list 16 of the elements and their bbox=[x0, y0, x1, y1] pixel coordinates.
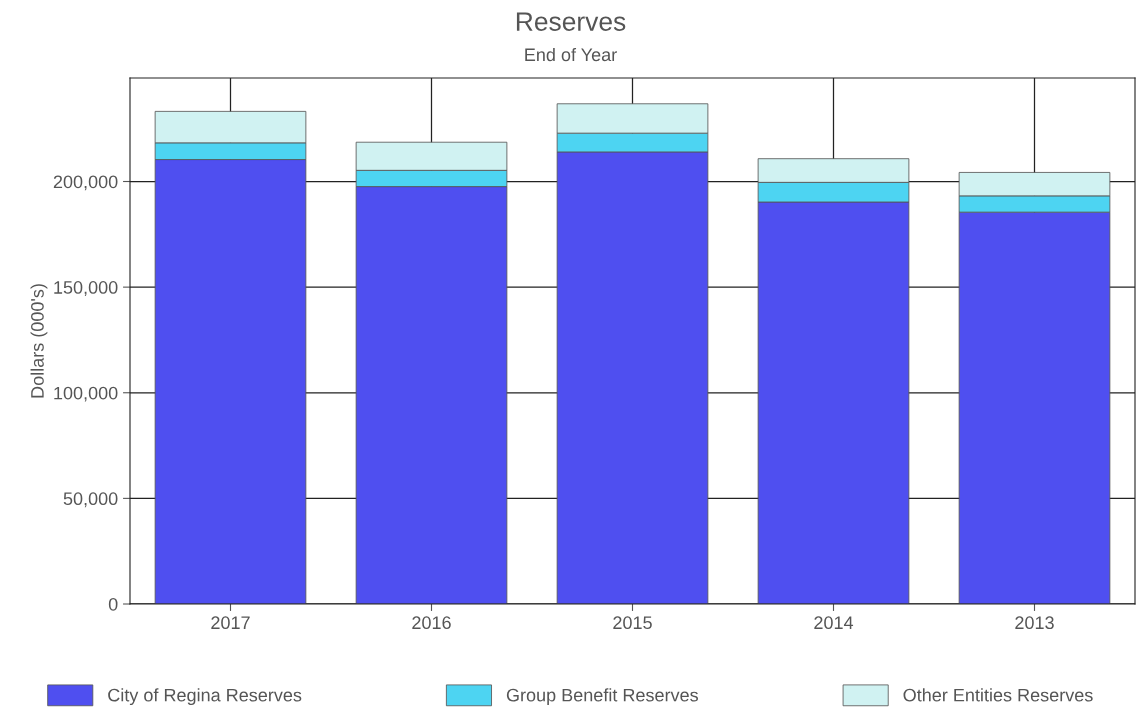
chart-title: Reserves bbox=[516, 12, 626, 31]
legend-label: Group Benefit Reserves bbox=[506, 688, 698, 706]
x-tick-label: 2017 bbox=[211, 616, 250, 630]
y-tick-label: 100,000 bbox=[54, 386, 118, 402]
legend-label: City of Regina Reserves bbox=[108, 688, 302, 706]
y-tick-label: 200,000 bbox=[53, 175, 118, 191]
y-tick-label: 150,000 bbox=[54, 281, 118, 296]
x-tick-label: 2016 bbox=[412, 616, 451, 630]
legend-label: Other Entities Reserves bbox=[903, 688, 1093, 702]
y-axis-title: Dollars (000's) bbox=[30, 284, 48, 398]
x-tick-label: 2015 bbox=[613, 616, 652, 630]
x-tick-label: 2013 bbox=[1015, 616, 1054, 630]
y-tick-label: 0 bbox=[108, 597, 118, 611]
y-tick-label: 50,000 bbox=[63, 492, 118, 508]
x-tick-label: 2014 bbox=[814, 616, 854, 630]
chart-subtitle: End of Year bbox=[525, 47, 617, 62]
